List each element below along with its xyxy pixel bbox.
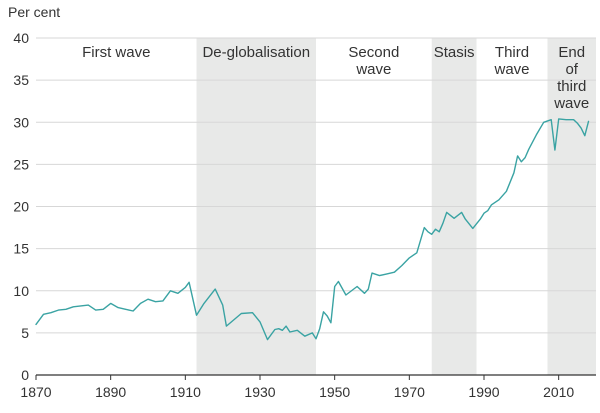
era-label: De-globalisation (202, 44, 310, 61)
y-tick-label: 5 (21, 325, 29, 341)
era-labels: First wave De-globalisation Second wave Stas… (82, 44, 589, 112)
x-tick-label: 1990 (468, 384, 499, 400)
x-tick-label: 1930 (244, 384, 275, 400)
era-label: Second wave (348, 44, 399, 78)
y-axis-title: Per cent (8, 4, 60, 20)
x-tick-label: 1870 (20, 384, 51, 400)
x-tick-label: 2010 (543, 384, 574, 400)
y-tick-label: 30 (13, 114, 29, 130)
x-tick-label: 1890 (95, 384, 126, 400)
y-tick-label: 25 (13, 156, 29, 172)
x-tick-label: 1910 (170, 384, 201, 400)
era-label: First wave (82, 44, 150, 61)
x-tick-label: 1950 (319, 384, 350, 400)
y-tick-label: 15 (13, 241, 29, 257)
series-line (35, 118, 590, 341)
x-tick-label: 1970 (394, 384, 425, 400)
y-tick-label: 0 (21, 367, 29, 383)
y-tick-label: 10 (13, 283, 29, 299)
y-tick-labels: 0 5 10 15 20 25 30 35 40 (13, 30, 29, 383)
era-label: Third wave (493, 44, 529, 78)
era-label: Stasis (434, 44, 475, 61)
x-tick-labels: 1870 1890 1910 1930 1950 1970 1990 2010 (20, 375, 574, 400)
y-tick-label: 40 (13, 30, 29, 46)
series-line-group (35, 118, 590, 341)
y-tick-label: 20 (13, 199, 29, 215)
era-label: End of third wave (553, 44, 589, 112)
y-tick-label: 35 (13, 72, 29, 88)
gridlines (36, 37, 596, 376)
